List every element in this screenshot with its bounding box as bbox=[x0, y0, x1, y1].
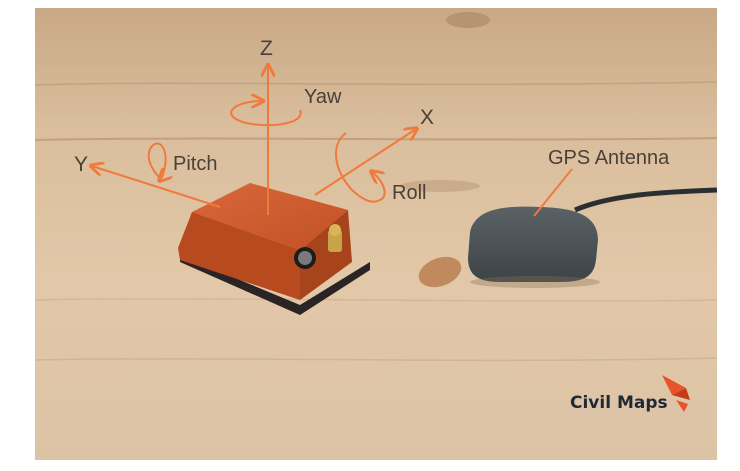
gps-antenna bbox=[468, 187, 718, 288]
pitch-label: Pitch bbox=[173, 153, 218, 175]
brand-name: Civil Maps bbox=[570, 393, 668, 413]
axis-annotations bbox=[92, 66, 573, 217]
yaw-rotation-arrow bbox=[230, 101, 302, 127]
x-axis-arrow bbox=[314, 129, 416, 196]
x-axis-label: X bbox=[420, 106, 435, 129]
roll-rotation-arrow bbox=[334, 132, 386, 203]
wooden-peg bbox=[418, 256, 462, 288]
wood-table bbox=[34, 8, 718, 460]
gps-antenna-label: GPS Antenna bbox=[548, 147, 670, 169]
imu-device bbox=[178, 183, 370, 315]
gps-pointer-line bbox=[533, 168, 573, 217]
y-axis-arrow bbox=[92, 166, 221, 208]
roll-label: Roll bbox=[392, 182, 427, 204]
origami-bird-logo-icon bbox=[662, 375, 690, 412]
pitch-rotation-arrow bbox=[147, 142, 166, 180]
y-axis-label: Y bbox=[74, 153, 89, 176]
yaw-label: Yaw bbox=[304, 86, 342, 108]
z-axis-label: Z bbox=[260, 37, 273, 60]
